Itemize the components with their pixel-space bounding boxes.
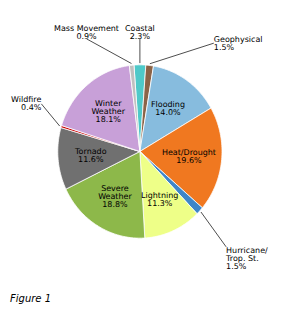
svg-text:WinterWeather18.1%: WinterWeather18.1% [91, 99, 125, 124]
svg-text:Tornado11.6%: Tornado11.6% [74, 147, 107, 164]
svg-text:Hurricane/Trop. St.1.5%: Hurricane/Trop. St.1.5% [225, 246, 268, 271]
html-text:Figure 1: Figure 1 [10, 293, 51, 305]
svg-text:Lightning11.3%: Lightning11.3% [141, 191, 178, 208]
svg-text:Mass Movement0.9%: Mass Movement0.9% [54, 24, 119, 41]
svg-text:Coastal2.3%: Coastal2.3% [125, 24, 155, 41]
svg-text:Geophysical1.5%: Geophysical1.5% [214, 35, 263, 52]
svg-text:Heat/Drought19.6%: Heat/Drought19.6% [162, 148, 216, 165]
svg-text:Wildfire0.4%: Wildfire0.4% [11, 95, 42, 112]
svg-text:SevereWeather18.8%: SevereWeather18.8% [98, 184, 132, 209]
svg-text:Flooding14.0%: Flooding14.0% [151, 100, 185, 117]
